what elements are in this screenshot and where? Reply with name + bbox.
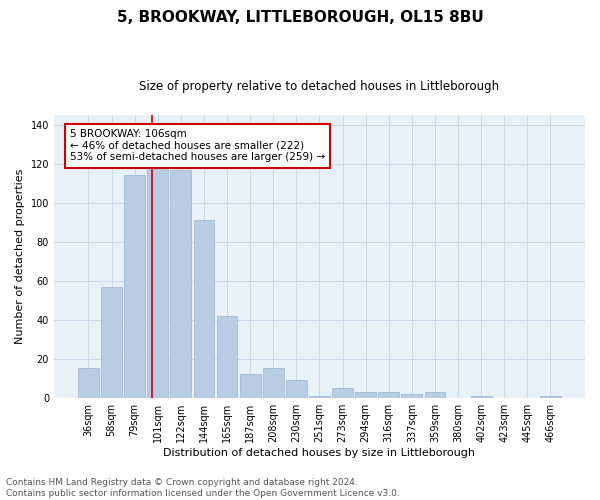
Text: Contains HM Land Registry data © Crown copyright and database right 2024.
Contai: Contains HM Land Registry data © Crown c… — [6, 478, 400, 498]
Bar — [124, 176, 145, 398]
Bar — [332, 388, 353, 398]
Bar — [379, 392, 399, 398]
Bar — [240, 374, 260, 398]
Bar — [471, 396, 491, 398]
Bar — [263, 368, 284, 398]
Bar — [217, 316, 238, 398]
Text: 5, BROOKWAY, LITTLEBOROUGH, OL15 8BU: 5, BROOKWAY, LITTLEBOROUGH, OL15 8BU — [116, 10, 484, 25]
Text: 5 BROOKWAY: 106sqm
← 46% of detached houses are smaller (222)
53% of semi-detach: 5 BROOKWAY: 106sqm ← 46% of detached hou… — [70, 129, 325, 162]
Bar — [194, 220, 214, 398]
Bar — [286, 380, 307, 398]
Bar — [355, 392, 376, 398]
X-axis label: Distribution of detached houses by size in Littleborough: Distribution of detached houses by size … — [163, 448, 475, 458]
Bar — [101, 286, 122, 398]
Bar — [401, 394, 422, 398]
Bar — [425, 392, 445, 398]
Bar — [540, 396, 561, 398]
Bar — [170, 170, 191, 398]
Title: Size of property relative to detached houses in Littleborough: Size of property relative to detached ho… — [139, 80, 500, 93]
Bar — [78, 368, 99, 398]
Y-axis label: Number of detached properties: Number of detached properties — [15, 168, 25, 344]
Bar — [148, 168, 168, 398]
Bar — [309, 396, 330, 398]
